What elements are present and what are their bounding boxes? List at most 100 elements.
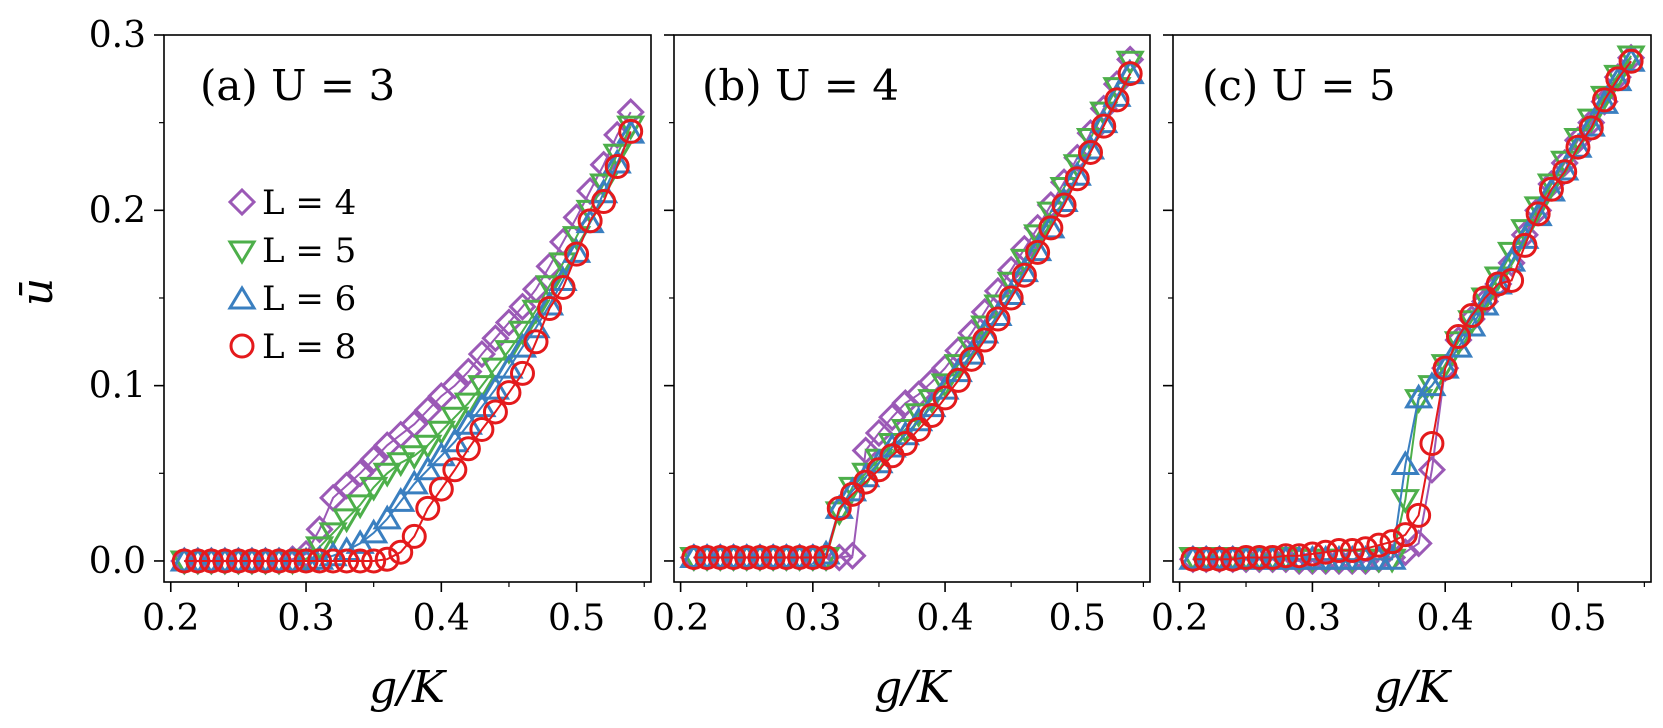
- data-point: [1459, 303, 1485, 329]
- series-l8: [171, 118, 644, 574]
- data-point: [1616, 46, 1646, 72]
- data-point: [1419, 430, 1445, 456]
- data-point: [591, 189, 617, 215]
- data-point: [361, 548, 387, 574]
- data-point: [760, 544, 786, 570]
- data-point: [1379, 529, 1405, 555]
- legend-entry-l4: L = 4: [227, 183, 356, 223]
- x-tick-label: 0.4: [916, 598, 973, 639]
- data-point: [1273, 543, 1299, 569]
- data-point: [1472, 285, 1498, 311]
- data-point: [1299, 541, 1325, 567]
- data-point: [171, 548, 197, 574]
- data-point: [1470, 287, 1500, 313]
- data-point: [1025, 239, 1051, 265]
- data-point: [747, 544, 773, 570]
- data-point: [1038, 215, 1064, 241]
- data-point: [864, 418, 894, 448]
- panel-c-ticks: 0.2 0.3 0.4 0.5: [1151, 34, 1645, 639]
- data-point: [1589, 89, 1620, 114]
- data-point: [985, 306, 1011, 332]
- data-point: [1326, 537, 1352, 563]
- series-l6: [679, 59, 1145, 568]
- data-point: [1049, 187, 1079, 213]
- data-point: [372, 462, 402, 488]
- data-point: [919, 402, 945, 428]
- data-point: [467, 375, 497, 400]
- series-line: [1192, 55, 1632, 561]
- data-point: [1102, 82, 1132, 107]
- data-point: [1115, 50, 1145, 76]
- legend-entry-l6: L = 6: [227, 279, 356, 319]
- data-point: [945, 367, 971, 393]
- data-point: [1512, 232, 1538, 258]
- series-line: [693, 73, 1132, 559]
- data-point: [1525, 201, 1551, 227]
- data-point: [481, 324, 510, 353]
- data-point: [494, 308, 524, 337]
- data-point: [523, 329, 549, 355]
- data-point: [813, 544, 839, 570]
- data-point: [320, 548, 346, 574]
- data-point: [359, 518, 389, 544]
- data-point: [983, 301, 1013, 327]
- y-tick-label: 0.1: [89, 366, 146, 407]
- x-tick-label: 0.5: [548, 598, 605, 639]
- data-point: [956, 339, 987, 365]
- data-point: [1260, 544, 1286, 570]
- data-point: [681, 544, 707, 570]
- panel-b-ticks: 0.2 0.3 0.4 0.5: [652, 34, 1144, 639]
- data-point: [293, 548, 319, 574]
- x-tick-label: 0.3: [1284, 598, 1341, 639]
- data-point: [1313, 539, 1339, 565]
- data-point: [198, 548, 224, 574]
- data-point: [1353, 536, 1379, 562]
- data-point: [1091, 113, 1117, 139]
- series-l8: [681, 61, 1143, 570]
- data-point: [304, 536, 335, 562]
- data-point: [1064, 166, 1090, 192]
- data-point: [1417, 455, 1447, 484]
- data-point: [721, 544, 746, 570]
- data-point: [332, 508, 362, 534]
- data-point: [1286, 543, 1312, 569]
- data-point: [280, 548, 306, 574]
- data-point: [1115, 59, 1145, 85]
- data-point: [185, 548, 211, 574]
- series-line: [693, 59, 1132, 559]
- data-point: [1523, 196, 1553, 222]
- data-point: [415, 495, 441, 521]
- data-point: [467, 339, 497, 369]
- data-point: [1036, 213, 1066, 239]
- legend-marker-triangle-down: [227, 240, 257, 265]
- data-point: [959, 346, 984, 372]
- series-l5: [679, 50, 1145, 572]
- data-point: [1206, 546, 1232, 572]
- y-tick-label: 0.3: [89, 15, 146, 56]
- panel-c-label: (c) U = 5: [1202, 61, 1396, 110]
- data-point: [1011, 262, 1037, 288]
- data-point: [932, 385, 958, 411]
- data-point: [307, 548, 333, 574]
- data-point: [787, 544, 813, 570]
- data-point: [734, 544, 760, 570]
- data-point: [454, 357, 483, 386]
- x-tick-label: 0.2: [1151, 598, 1208, 639]
- data-point: [374, 546, 400, 572]
- data-point: [1565, 134, 1591, 160]
- data-point: [1404, 389, 1434, 415]
- data-point: [1618, 48, 1644, 74]
- data-point: [266, 548, 292, 574]
- data-point: [826, 495, 852, 521]
- data-point: [800, 544, 826, 570]
- x-tick-label: 0.5: [1049, 598, 1106, 639]
- data-point: [1404, 383, 1434, 409]
- y-tick-label: 0.0: [89, 541, 146, 582]
- data-point: [332, 536, 362, 561]
- data-point: [866, 457, 892, 483]
- data-point: [998, 285, 1024, 311]
- data-point: [455, 436, 481, 462]
- panel-c-frame: [1172, 34, 1652, 583]
- data-point: [212, 548, 238, 574]
- data-point: [1390, 450, 1420, 476]
